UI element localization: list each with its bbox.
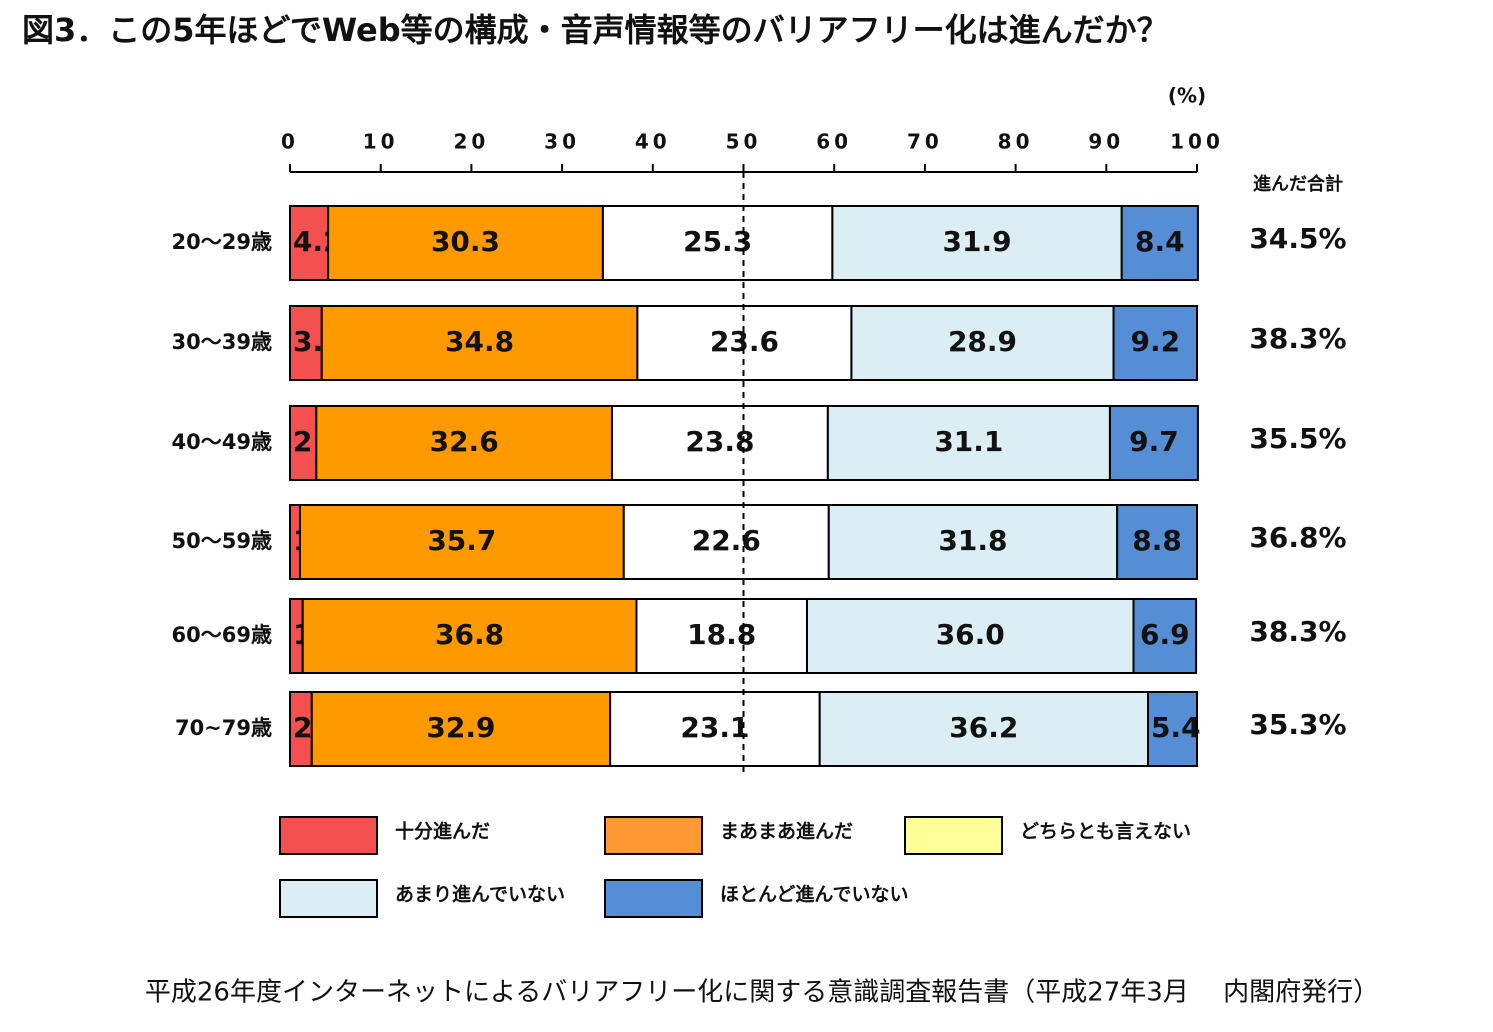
- legend-label: ほとんど進んでいない: [720, 884, 908, 906]
- data-label: 6.9: [1140, 618, 1190, 651]
- bar-segment: [289, 205, 330, 281]
- legend-swatch: [904, 816, 1003, 855]
- data-label: 8.8: [1132, 524, 1182, 557]
- data-label: 5.4: [1151, 711, 1201, 744]
- data-label: 8.4: [1135, 225, 1185, 258]
- data-label: 36.0: [936, 618, 1005, 651]
- total-label: 38.3%: [1249, 322, 1346, 355]
- bar-segment: [818, 691, 1150, 767]
- data-label: 32.9: [426, 711, 495, 744]
- x-tick-label: 90: [1088, 130, 1124, 154]
- x-tick-label: 50: [726, 130, 762, 154]
- data-label: 34.8: [445, 325, 514, 358]
- bar-segment: [609, 691, 821, 767]
- data-label: 23.1: [680, 711, 749, 744]
- bar-segment: [289, 405, 318, 481]
- y-tick-label: 20～29歳: [172, 230, 272, 254]
- bar-segment: [1108, 405, 1199, 481]
- data-label: 31.1: [934, 425, 1003, 458]
- total-label: 34.5%: [1249, 222, 1346, 255]
- legend-label: あまり進んでいない: [395, 884, 565, 906]
- data-label: 28.9: [948, 325, 1017, 358]
- total-label: 38.3%: [1249, 615, 1346, 648]
- bar-segment: [850, 305, 1115, 381]
- x-tick-label: 70: [907, 130, 943, 154]
- y-tick-label: 40～49歳: [172, 430, 272, 454]
- data-label: 35.7: [427, 524, 496, 557]
- legend-swatch: [604, 879, 703, 918]
- bar-segment: [805, 598, 1135, 674]
- chart-title: 図3．この5年ほどでWeb等の構成・音声情報等のバリアフリー化は進んだか？: [22, 11, 1169, 49]
- data-label: 25.3: [683, 225, 752, 258]
- bar-segment: [1112, 305, 1199, 381]
- y-tick-label: 50～59歳: [172, 529, 272, 553]
- bar-segment: [298, 504, 625, 580]
- x-tick-label: 40: [635, 130, 671, 154]
- bar-segment: [601, 205, 834, 281]
- bar-segment: [315, 405, 613, 481]
- bar-segment: [610, 405, 829, 481]
- legend-label: まあまあ進んだ: [720, 821, 853, 843]
- total-label: 35.5%: [1249, 422, 1346, 455]
- bar-segment: [1132, 598, 1198, 674]
- x-tick-label: 80: [998, 130, 1034, 154]
- legend-swatch: [604, 816, 703, 855]
- data-label: 32.6: [430, 425, 499, 458]
- bar-segment: [310, 691, 612, 767]
- data-label: 9.2: [1130, 325, 1180, 358]
- bar-segment: [826, 405, 1111, 481]
- y-tick-label: 70~79歳: [175, 716, 272, 740]
- x-tick-label: 100: [1170, 130, 1224, 154]
- totals-header: 進んだ合計: [1253, 173, 1343, 195]
- data-label: 36.2: [949, 711, 1018, 744]
- total-label: 36.8%: [1249, 521, 1346, 554]
- data-label: 18.8: [687, 618, 756, 651]
- x-tick-label: 60: [816, 130, 852, 154]
- data-label: 22.6: [692, 524, 761, 557]
- data-label: 36.8: [435, 618, 504, 651]
- total-label: 35.3%: [1249, 708, 1346, 741]
- bar-segment: [1147, 691, 1198, 767]
- y-tick-label: 30～39歳: [172, 330, 272, 354]
- x-tick-label: 0: [281, 130, 299, 154]
- legend-label: どちらとも言えない: [1020, 820, 1191, 843]
- bar-segment: [635, 598, 808, 674]
- source-note: 平成26年度インターネットによるバリアフリー化に関する意識調査報告書（平成27年…: [145, 978, 1379, 1008]
- legend-swatch: [279, 879, 378, 918]
- x-tick-label: 30: [544, 130, 580, 154]
- bar-segment: [1120, 205, 1199, 281]
- legend-label: 十分進んだ: [395, 820, 490, 843]
- x-tick-label: 10: [363, 130, 399, 154]
- data-label: 9.7: [1129, 425, 1179, 458]
- x-tick-label: 20: [453, 130, 489, 154]
- data-label: 31.9: [943, 225, 1012, 258]
- bar-segment: [831, 205, 1123, 281]
- unit-label: (%): [1168, 84, 1206, 108]
- data-label: 30.3: [431, 225, 500, 258]
- bar-segment: [827, 504, 1119, 580]
- bar-segment: [1116, 504, 1198, 580]
- data-label: 31.8: [938, 524, 1007, 557]
- legend-swatch: [279, 816, 378, 855]
- y-tick-label: 60～69歳: [172, 623, 272, 647]
- bar-segment: [289, 305, 323, 381]
